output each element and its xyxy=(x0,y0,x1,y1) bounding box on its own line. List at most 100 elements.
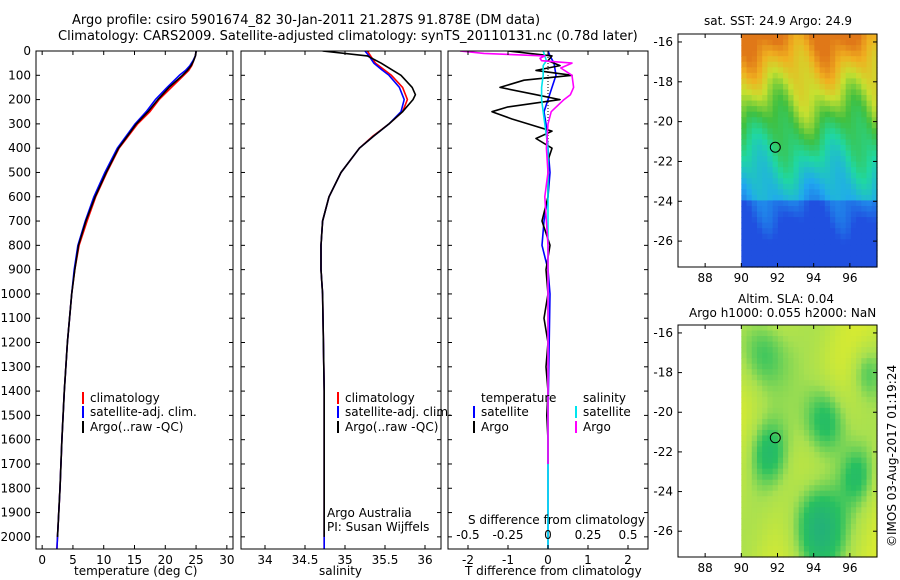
sla-map-cell xyxy=(772,457,779,464)
sst-map-cell xyxy=(798,139,805,146)
sla-map-cell xyxy=(819,496,826,503)
sla-map-cell xyxy=(814,435,821,442)
sst-map-cell xyxy=(830,189,836,196)
sla-map-cell xyxy=(835,369,842,376)
sla-map-cell xyxy=(798,396,805,403)
sst-map-cell xyxy=(783,228,789,235)
sla-map-cell xyxy=(830,507,836,514)
sla-map-cell xyxy=(840,424,847,431)
sst-map-cell xyxy=(767,72,774,79)
sla-map-cell xyxy=(751,435,758,442)
sst-map-cell xyxy=(772,222,779,229)
sla-map-cell xyxy=(751,529,758,536)
sst-map-cell xyxy=(767,83,774,91)
sst-map-cell xyxy=(856,117,862,124)
sla-map-cell xyxy=(777,341,784,348)
sla-map-cell xyxy=(850,540,857,547)
sst-map-cell xyxy=(741,61,748,68)
sla-map-cell xyxy=(741,485,748,492)
sst-map-cell xyxy=(835,200,842,207)
sla-map-cell xyxy=(756,429,763,437)
sst-map-cell xyxy=(803,250,810,257)
sst-map-cell xyxy=(830,50,836,57)
sst-map-cell xyxy=(840,95,847,102)
sla-map-cell xyxy=(809,457,815,464)
sst-map-cell xyxy=(809,255,815,263)
sla-map-cell xyxy=(741,441,748,448)
sst-map-cell xyxy=(798,228,805,235)
sst-map-cell xyxy=(856,228,862,235)
sst-map-cell xyxy=(845,34,852,41)
sla-map-cell xyxy=(861,336,868,343)
sla-map-cell xyxy=(814,441,821,448)
sst-map-cell xyxy=(835,255,842,263)
sst-map-cell xyxy=(751,194,758,202)
sla-map-cell xyxy=(861,413,868,420)
sla-map-cell xyxy=(824,380,831,387)
sla-map-cell xyxy=(756,347,763,354)
sst-map-cell xyxy=(751,255,758,263)
sst-map-cell xyxy=(840,194,847,202)
sst-map-cell xyxy=(777,211,784,218)
sla-map-cell xyxy=(809,418,815,426)
sla-map-cell xyxy=(767,369,774,376)
sla-map-cell xyxy=(767,402,774,409)
sst-map-cell xyxy=(751,139,758,146)
sst-map-cell xyxy=(777,217,784,224)
sla-map-cell xyxy=(850,457,857,464)
sst-map-cell xyxy=(762,222,769,229)
sst-map-cell xyxy=(824,172,831,179)
sst-map-cell xyxy=(830,156,836,163)
sst-map-cell xyxy=(767,139,774,146)
sla-map-cell xyxy=(814,540,821,547)
sst-map-cell xyxy=(767,261,774,268)
sst-map-cell xyxy=(772,228,779,235)
sst-map-cell xyxy=(803,178,810,185)
sst-map-cell xyxy=(793,239,800,246)
sst-map-cell xyxy=(767,117,774,124)
sst-map-cell xyxy=(772,211,779,218)
sst-map-cell xyxy=(861,205,868,213)
sla-map-cell xyxy=(772,374,779,381)
sst-map-cell xyxy=(798,83,805,91)
sst-map-cell xyxy=(772,50,779,57)
sst-map-cell xyxy=(840,172,847,179)
sst-map-cell xyxy=(845,183,852,190)
sla-map-cell xyxy=(850,512,857,519)
sla-map-cell xyxy=(824,540,831,547)
sla-map-cell xyxy=(756,551,763,558)
sst-map-cell xyxy=(777,222,784,229)
sla-map-cell xyxy=(809,529,815,536)
sst-map-cell xyxy=(850,189,857,196)
sla-map-cell xyxy=(777,330,784,337)
sla-map-cell xyxy=(845,479,852,486)
sla-map-cell xyxy=(767,407,774,414)
sla-map-cell xyxy=(809,518,815,525)
sst-map-cell xyxy=(856,161,862,168)
sst-map-cell xyxy=(777,67,784,74)
sst-map-cell xyxy=(803,83,810,91)
sst-map-cell xyxy=(845,133,852,141)
sst-map-cell xyxy=(850,122,857,129)
sla-map-cell xyxy=(762,485,769,492)
sla-map-cell xyxy=(814,534,821,542)
sst-map-cell xyxy=(809,150,815,157)
sla-map-cell xyxy=(803,396,810,403)
sla-map-cell xyxy=(793,441,800,448)
sla-map-cell xyxy=(819,418,826,426)
temp-ytick-label: 200 xyxy=(8,93,31,107)
sla-map-cell xyxy=(809,413,815,420)
sst-map-cell xyxy=(819,200,826,207)
sla-map-cell xyxy=(756,396,763,403)
sst-map-cell xyxy=(856,255,862,263)
sla-map-cell xyxy=(861,529,868,536)
sst-map-cell xyxy=(840,222,847,229)
sst-map-cell xyxy=(793,261,800,268)
sla-map-cell xyxy=(788,385,795,392)
sst-map-cell xyxy=(845,211,852,218)
sla-map-cell xyxy=(741,407,748,414)
sst-map-cell xyxy=(798,250,805,257)
sla-map-cell xyxy=(793,369,800,376)
temp-series-group xyxy=(56,51,197,549)
sst-map-cell xyxy=(871,178,878,185)
